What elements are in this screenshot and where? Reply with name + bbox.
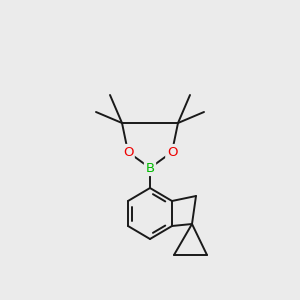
Text: O: O bbox=[123, 146, 133, 158]
Text: O: O bbox=[167, 146, 177, 158]
Text: B: B bbox=[146, 161, 154, 175]
